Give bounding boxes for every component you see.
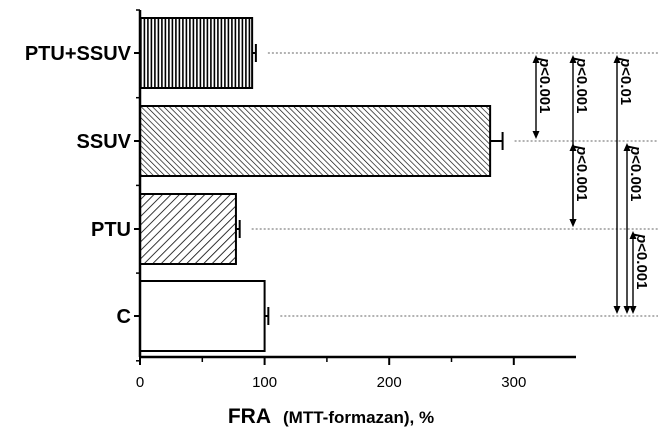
x-tick-label: 100: [252, 374, 277, 391]
bar-ssuv: [139, 105, 492, 177]
error-bar-c: [264, 307, 270, 325]
significance-label: p<0.001: [573, 57, 590, 113]
significance-label: p<0.001: [627, 145, 644, 201]
bar-ptu: [139, 193, 237, 265]
significance-bracket: p<0.01: [613, 55, 634, 314]
x-axis-label-sub: (MTT-formazan), %: [283, 408, 434, 427]
error-bar-ssuv: [490, 132, 504, 150]
significance-label: p<0.01: [617, 57, 634, 105]
significance-bracket: p<0.001: [629, 231, 650, 314]
significance-bracket: p<0.001: [623, 143, 644, 314]
category-label-ssuv: SSUV: [77, 131, 132, 153]
error-bar-ptu: [235, 220, 241, 238]
error-bar-ptu-ssuv: [252, 44, 257, 62]
x-tick-label: 0: [136, 374, 144, 391]
category-label-ptu: PTU: [91, 219, 131, 241]
bar-c: [139, 280, 266, 352]
category-label-ptu-ssuv: PTU+SSUV: [25, 43, 132, 65]
x-axis-label-main: FRA: [228, 405, 271, 427]
significance-bracket: p<0.001: [532, 55, 553, 139]
significance-label: p<0.001: [536, 57, 553, 113]
x-tick-label: 200: [377, 374, 402, 391]
significance-bracket: p<0.001: [569, 143, 590, 227]
x-tick-label: 300: [501, 374, 526, 391]
significance-label: p<0.001: [633, 233, 650, 289]
significance-label: p<0.001: [573, 145, 590, 201]
bar-ptu-ssuv: [139, 17, 254, 89]
category-label-c: C: [117, 306, 131, 328]
